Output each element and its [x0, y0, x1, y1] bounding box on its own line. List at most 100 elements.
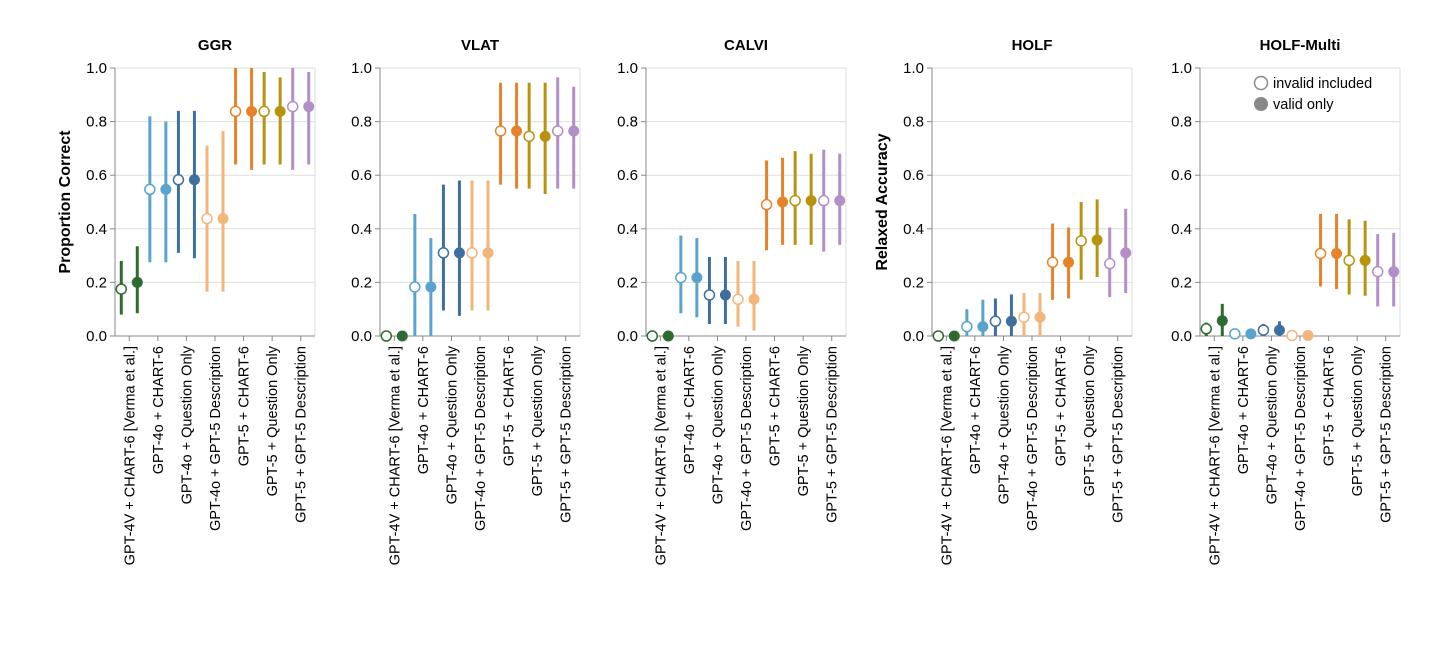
- point-invalid-included: [466, 247, 478, 259]
- panel-title: CALVI: [724, 37, 768, 54]
- panel-ggr: 0.0 0.2 0.4 0.6 0.8 1.0 GGR Proportion Correct G…: [57, 37, 316, 565]
- y-tick-label: 0.8: [617, 114, 638, 131]
- point-valid-only: [1331, 247, 1343, 259]
- panel-holf-multi: 0.0 0.2 0.4 0.6 0.8 1.0 HOLF-Multi GPT-4V + CHA…: [1171, 37, 1401, 565]
- x-category-label: GPT-4V + CHART-6 [Verma et al.]: [653, 346, 669, 565]
- y-tick-label: 1.0: [86, 60, 107, 77]
- point-valid-only: [274, 105, 286, 117]
- y-tick-label: 1.0: [1171, 60, 1192, 77]
- point-valid-only: [662, 330, 674, 342]
- point-invalid-included: [961, 320, 973, 333]
- point-invalid-included: [172, 174, 185, 186]
- x-category-label: GPT-5 + CHART-6: [1054, 346, 1070, 466]
- x-category-label: GPT-5 + Question Only: [265, 345, 281, 496]
- x-category-label: GPT-5 + Question Only: [1082, 345, 1098, 496]
- legend-filled-circle-icon: [1254, 97, 1268, 111]
- point-invalid-included: [144, 183, 156, 196]
- panel-title: HOLF: [1012, 37, 1053, 54]
- point-valid-only: [303, 101, 315, 113]
- y-tick-label: 0.2: [617, 274, 638, 291]
- y-tick-label: 0.4: [86, 221, 107, 238]
- x-category-label: GPT-5 + Question Only: [796, 345, 812, 496]
- point-valid-only: [1120, 247, 1132, 259]
- x-category-label: GPT-5 + GPT-5 Description: [294, 346, 310, 523]
- y-tick-label: 0.4: [1171, 221, 1192, 238]
- point-valid-only: [396, 330, 408, 342]
- point-valid-only: [568, 125, 580, 137]
- point-invalid-included: [932, 330, 945, 342]
- point-valid-only: [425, 281, 437, 293]
- point-invalid-included: [494, 125, 507, 137]
- point-valid-only: [1245, 328, 1257, 340]
- point-invalid-included: [1200, 323, 1213, 335]
- x-category-label: GPT-5 + GPT-5 Description: [825, 346, 841, 523]
- point-invalid-included: [201, 212, 213, 225]
- x-category-label: GPT-4V + CHART-6 [Verma et al.]: [939, 346, 955, 565]
- x-category-label: GPT-5 + Question Only: [530, 345, 546, 496]
- point-valid-only: [977, 321, 989, 333]
- point-valid-only: [748, 293, 760, 305]
- point-invalid-included: [1257, 324, 1270, 336]
- point-valid-only: [160, 183, 172, 195]
- y-tick-label: 1.0: [903, 60, 924, 77]
- x-category-label: GPT-4o + CHART-6: [1236, 346, 1252, 474]
- point-valid-only: [1359, 254, 1371, 266]
- point-valid-only: [777, 196, 789, 208]
- point-valid-only: [1005, 315, 1017, 327]
- x-category-label: GPT-4o + GPT-5 Description: [473, 346, 489, 531]
- y-tick-label: 1.0: [617, 60, 638, 77]
- y-tick-label: 0.4: [903, 221, 924, 238]
- y-tick-label: 0.8: [86, 114, 107, 131]
- point-valid-only: [511, 125, 523, 137]
- point-invalid-included: [286, 100, 299, 113]
- point-invalid-included: [551, 125, 564, 137]
- point-valid-only: [834, 195, 846, 207]
- legend-open-circle-icon: [1253, 75, 1269, 91]
- y-tick-label: 0.2: [1171, 274, 1192, 291]
- x-category-label: GPT-4o + Question Only: [444, 345, 460, 504]
- point-valid-only: [482, 247, 494, 259]
- y-tick-label: 1.0: [351, 60, 372, 77]
- point-invalid-included: [1286, 329, 1298, 342]
- y-tick-label: 0.8: [903, 114, 924, 131]
- y-tick-label: 0.4: [351, 221, 372, 238]
- x-category-label: GPT-4o + CHART-6: [968, 346, 984, 474]
- x-category-label: GPT-5 + CHART-6: [502, 346, 518, 466]
- point-invalid-included: [1075, 235, 1087, 247]
- point-invalid-included: [523, 130, 535, 143]
- point-invalid-included: [989, 315, 1002, 328]
- y-tick-label: 0.0: [903, 328, 924, 345]
- point-valid-only: [1034, 311, 1046, 323]
- point-valid-only: [539, 130, 551, 142]
- point-valid-only: [188, 174, 200, 186]
- y-tick-label: 0.6: [351, 167, 372, 184]
- point-valid-only: [1302, 329, 1314, 341]
- point-valid-only: [1216, 315, 1228, 327]
- point-invalid-included: [675, 271, 687, 284]
- y-tick-label: 0.2: [903, 274, 924, 291]
- panel-title: GGR: [198, 37, 232, 54]
- point-invalid-included: [409, 281, 421, 293]
- point-invalid-included: [1314, 247, 1327, 260]
- point-valid-only: [1273, 324, 1285, 336]
- point-valid-only: [1063, 256, 1075, 268]
- y-tick-label: 0.8: [1171, 114, 1192, 131]
- x-category-label: GPT-5 + CHART-6: [768, 346, 784, 466]
- y-tick-label: 0.6: [1171, 167, 1192, 184]
- point-invalid-included: [1371, 265, 1384, 278]
- point-invalid-included: [732, 293, 744, 306]
- point-valid-only: [453, 247, 465, 259]
- point-invalid-included: [789, 194, 801, 207]
- y-tick-label: 0.0: [1171, 328, 1192, 345]
- point-invalid-included: [1343, 254, 1355, 267]
- point-invalid-included: [115, 283, 128, 295]
- point-invalid-included: [437, 247, 450, 259]
- x-category-label: GPT-5 + GPT-5 Description: [1379, 346, 1395, 523]
- point-invalid-included: [229, 105, 242, 118]
- x-category-label: GPT-5 + GPT-5 Description: [559, 346, 575, 523]
- x-category-label: GPT-4o + CHART-6: [416, 346, 432, 474]
- point-invalid-included: [1103, 257, 1116, 270]
- x-category-label: GPT-4V + CHART-6 [Verma et al.]: [122, 346, 138, 565]
